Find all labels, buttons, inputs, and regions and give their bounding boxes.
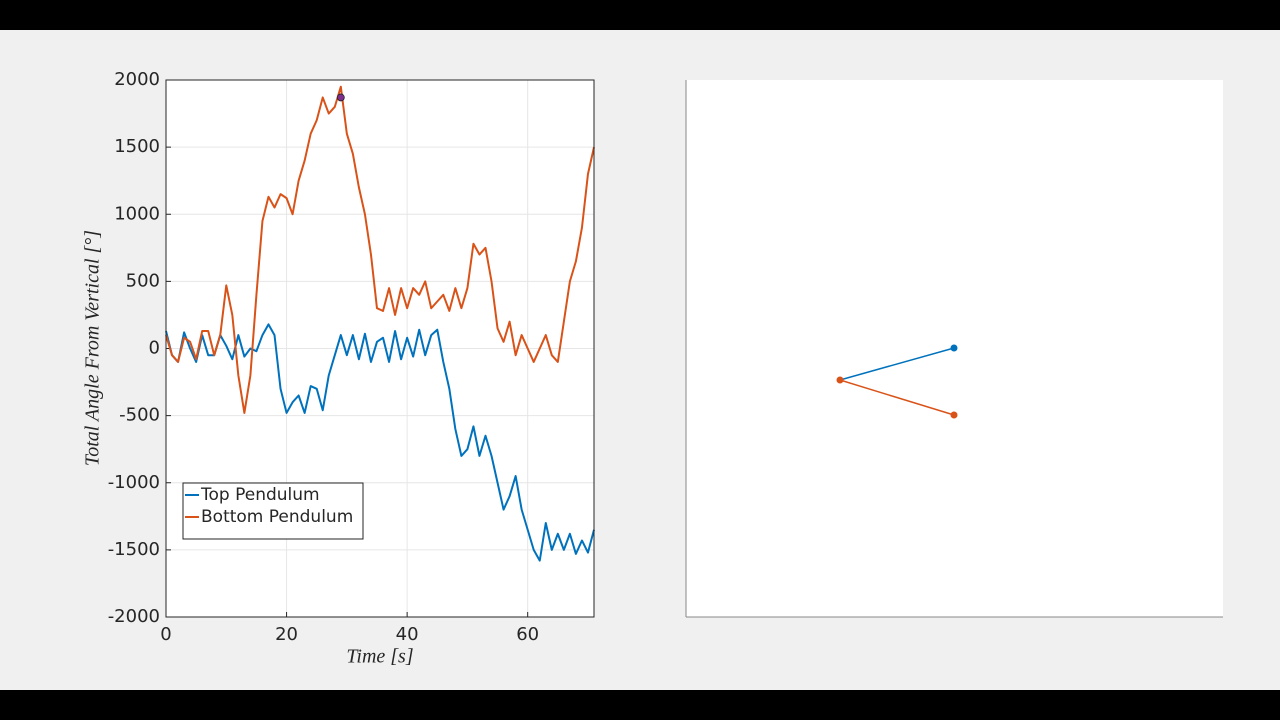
top-bob [836, 376, 844, 384]
x-tick-label: 0 [160, 624, 171, 645]
top-rod [839, 347, 955, 381]
bottom-bob [950, 411, 958, 419]
x-tick-label: 60 [516, 624, 539, 645]
y-tick-label: -1000 [108, 472, 160, 493]
y-axis-label: Total Angle From Vertical [°] [82, 230, 104, 466]
legend-label: Top Pendulum [200, 485, 320, 505]
legend-label: Bottom Pendulum [201, 507, 353, 527]
legend-box [182, 482, 364, 540]
series-line [165, 85, 595, 414]
y-tick-label: 0 [149, 338, 160, 359]
y-tick-label: 1500 [114, 136, 160, 157]
lines [165, 85, 595, 562]
pivot [950, 344, 958, 352]
y-tick-label: -500 [119, 405, 160, 426]
x-axis-label: Time [s] [346, 646, 413, 668]
bottom-rod [839, 379, 955, 416]
axes-box [165, 79, 595, 618]
y-tick-label: -2000 [108, 606, 160, 627]
y-tick-label: -1500 [108, 539, 160, 560]
current-point [336, 93, 345, 102]
y-tick-label: 1000 [114, 203, 160, 224]
x-tick-label: 40 [396, 624, 419, 645]
y-tick-label: 2000 [114, 69, 160, 90]
y-tick-label: 500 [126, 270, 160, 291]
series-line [165, 323, 595, 562]
x-tick-label: 20 [275, 624, 298, 645]
